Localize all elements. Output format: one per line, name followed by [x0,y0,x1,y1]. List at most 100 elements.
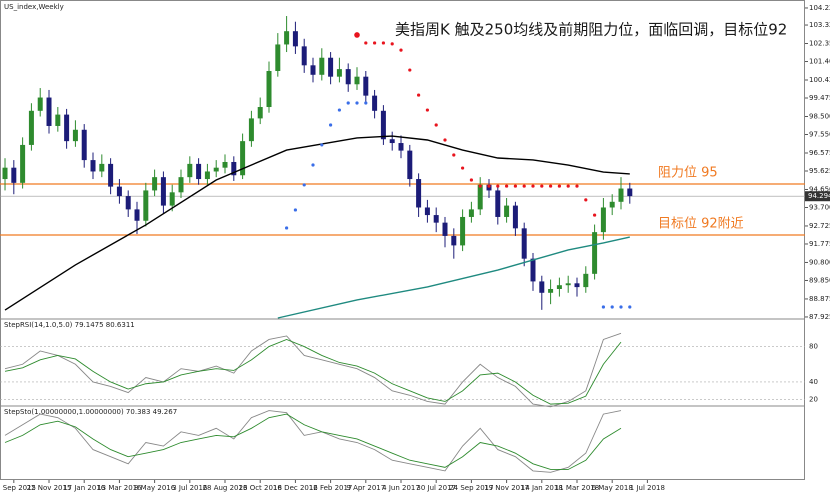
x-tick-label: 18 Dec 2016 [273,484,318,492]
sar-dot [610,305,614,309]
candle-body [407,150,413,180]
candle-body [609,201,615,208]
candle-body [495,190,501,217]
sar-dot [346,101,350,105]
y-tick-label: 104.225 [809,4,830,12]
indicator-line [4,332,622,408]
candle-body [266,71,272,108]
sar-dot [522,184,526,188]
candle-body [64,114,70,142]
sar-dot [592,213,597,217]
sar-dot [434,123,438,127]
sar-dot [417,93,421,97]
sar-dot [584,198,588,202]
sar-dot [540,184,544,188]
candle-body [240,141,246,176]
candle-body [301,46,307,66]
x-tick-label: 17 Jan 2016 [63,484,106,492]
candle-body [389,139,395,144]
sar-dot [320,143,324,147]
indicator-line [4,338,622,405]
candle-body [354,76,360,85]
x-tick-label: 30 Jul 2017 [416,484,456,492]
indicator-title: StepRSI(14,1.0,5.0) 79.1475 80.6311 [4,321,135,329]
candle-body [336,69,342,77]
candle-body [442,222,448,236]
candle-body [46,97,52,126]
candle-body [310,65,316,75]
x-tick-label: 19 Nov 2017 [484,484,529,492]
candle-body [451,235,457,246]
candle-body [504,205,510,217]
candle-body [548,288,554,293]
sar-dot [452,153,456,157]
candle-body [292,31,298,47]
candle-body [398,143,404,151]
indicator-line [4,413,622,470]
x-tick-label: 4 Jun 2017 [382,484,420,492]
sar-dot [505,184,509,188]
y-tick-label: 91.775 [809,240,830,248]
y-tick-label: 90.800 [809,258,830,266]
y-tick-label: 89.850 [809,276,830,284]
frame [0,0,805,480]
y-tick-label: 97.550 [809,131,830,139]
sar-dot [531,184,535,188]
y-tick-label: 87.925 [809,313,830,321]
y-tick-label: 94.650 [809,185,830,193]
sar-dot [601,305,605,309]
candle-body [521,228,527,259]
annotation: 美指周K 触及250均线及前期阻力位，面临回调，目标位92 [395,21,787,39]
sar-dot [329,123,333,127]
x-tick-label: 11 Mar 2018 [555,484,599,492]
y-tick-label: 20 [809,396,818,404]
candle-body [108,163,114,187]
last-price-box [805,191,830,202]
candle-body [37,97,43,111]
sar-dot [628,305,632,309]
y-tick-label: 101.400 [809,58,830,66]
sar-dot [469,178,474,182]
x-tick-label: 6 May 2018 [592,484,633,492]
candle-body [116,186,122,197]
candle-body [125,196,131,210]
y-tick-label: 95.625 [809,167,830,175]
sar-dot [461,166,465,170]
candle-body [319,57,325,75]
y-tick-label: 88.875 [809,295,830,303]
sar-dot [496,184,500,188]
sar-dot [566,184,570,188]
candle-body [28,110,34,145]
moving-average [4,135,630,311]
sar-dot [311,163,315,167]
sar-dot [478,184,482,188]
indicator-line [4,410,622,473]
x-tick-label: 8 May 2016 [134,484,176,492]
candle-body [600,207,606,233]
candle-body [187,163,193,178]
sar-dot [425,108,430,112]
candle-body [539,281,545,293]
x-tick-label: 13 Mar 2016 [97,484,142,492]
sar-dot [408,68,412,72]
candle-body [204,171,210,180]
sar-dot [364,101,368,105]
sar-dot [575,184,579,188]
candle-body [627,188,633,197]
sar-dot [487,184,491,188]
candle-body [81,129,87,161]
candle-body [275,44,281,72]
candle-body [152,177,158,191]
x-tick-label: 28 Aug 2016 [203,484,248,492]
y-tick-label: 96.575 [809,149,830,157]
candle-body [460,216,466,246]
y-tick-label: 103.325 [809,21,830,29]
candle-body [583,273,589,288]
sar-dot [513,184,518,188]
candle-body [99,163,105,172]
candle-body [196,163,202,180]
candle-body [618,188,624,202]
candle-body [512,205,518,229]
candle-body [424,207,430,216]
sar-dot [354,32,360,38]
